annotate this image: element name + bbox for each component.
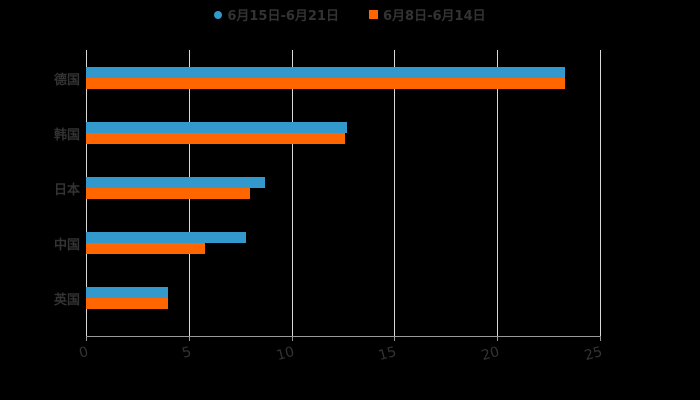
bar[interactable] (86, 133, 346, 144)
x-tick (86, 336, 87, 341)
bar[interactable] (86, 78, 566, 89)
gridline (292, 50, 293, 336)
gridline (497, 50, 498, 336)
x-tick-label: 10 (274, 344, 297, 365)
bar[interactable] (86, 67, 566, 78)
category-label: 德国 (53, 73, 80, 88)
x-tick (394, 336, 395, 341)
plot-area: 0 5 10 15 20 25 (77, 50, 604, 364)
gridline (394, 50, 395, 336)
x-tick-label: 5 (180, 344, 194, 362)
category-label: 中国 (53, 238, 80, 253)
bar[interactable] (86, 243, 206, 254)
category-label: 韩国 (53, 128, 80, 143)
x-tick-label: 0 (77, 344, 91, 362)
x-tick (189, 336, 190, 341)
x-tick (292, 336, 293, 341)
x-tick-label: 20 (479, 344, 502, 365)
bar[interactable] (86, 122, 348, 133)
x-tick-label: 25 (582, 344, 605, 365)
bar[interactable] (86, 177, 265, 188)
bar[interactable] (86, 188, 251, 199)
x-tick (497, 336, 498, 341)
legend-label: 6月15日-6月21日 (227, 9, 340, 24)
chart-legend: 6月15日-6月21日 6月8日-6月14日 (0, 5, 700, 24)
legend-item-series-2[interactable]: 6月8日-6月14日 (369, 5, 486, 24)
x-axis-line (86, 336, 600, 337)
category-label: 日本 (53, 183, 80, 198)
bar[interactable] (86, 287, 169, 298)
category-label: 英国 (53, 293, 80, 308)
bar[interactable] (86, 298, 169, 309)
legend-label: 6月8日-6月14日 (383, 9, 486, 24)
x-tick-label: 15 (376, 344, 399, 365)
square-marker-icon (369, 10, 379, 19)
bar[interactable] (86, 232, 247, 243)
x-tick (600, 336, 601, 341)
circle-marker-icon (214, 10, 223, 19)
gridline (600, 50, 601, 336)
legend-item-series-1[interactable]: 6月15日-6月21日 (214, 5, 339, 24)
